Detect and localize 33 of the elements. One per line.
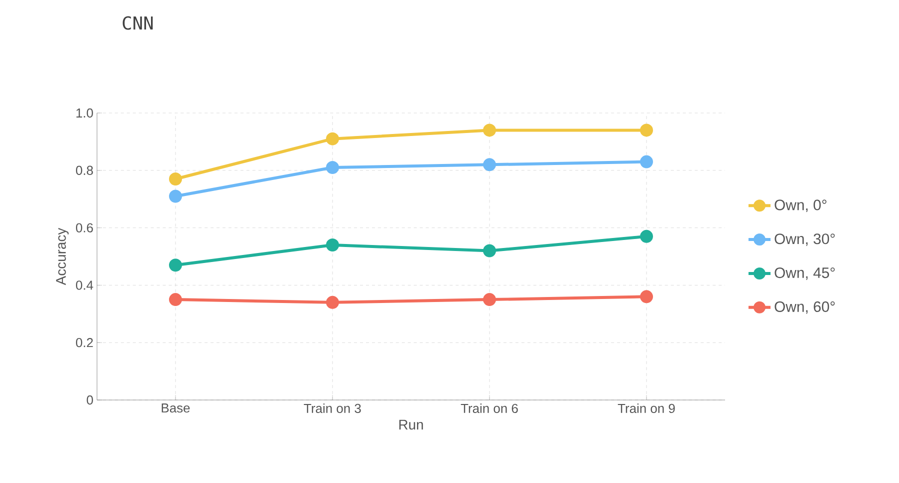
point (640, 124, 654, 137)
x-tick-label: Base (162, 404, 190, 413)
y-tick-label: 0.8 (76, 166, 93, 175)
point (640, 230, 654, 243)
legend-label: Own, 60° (774, 301, 835, 314)
y-tick-label: 0.4 (76, 280, 94, 290)
y-tick-label: 0.2 (76, 338, 93, 348)
point (326, 132, 339, 146)
x-tick-label: Train on 9 (618, 404, 675, 414)
chart-title: CNN (122, 16, 153, 30)
point (640, 155, 654, 168)
point (169, 293, 182, 306)
y-tick-label: 0.6 (76, 223, 93, 232)
point (169, 258, 182, 272)
x-axis-title: Run (399, 420, 423, 430)
x-tick-label: Train on 3 (304, 404, 361, 414)
point (483, 158, 496, 172)
point (640, 290, 654, 304)
y-axis-title: Accuracy (56, 228, 69, 286)
legend-label: Own, 45° (774, 267, 835, 280)
point (326, 238, 339, 252)
x-tick-label: Train on 6 (460, 404, 518, 414)
point (169, 172, 182, 186)
legend-label: Own, 0° (774, 200, 826, 212)
point (326, 161, 339, 174)
point (326, 296, 339, 309)
point (483, 244, 496, 258)
y-tick-label: 0 (86, 395, 93, 405)
y-tick-label: 1.0 (76, 108, 93, 118)
legend-label: Own, 30° (774, 234, 835, 246)
point (169, 190, 182, 203)
point (483, 293, 496, 306)
point (483, 124, 496, 137)
